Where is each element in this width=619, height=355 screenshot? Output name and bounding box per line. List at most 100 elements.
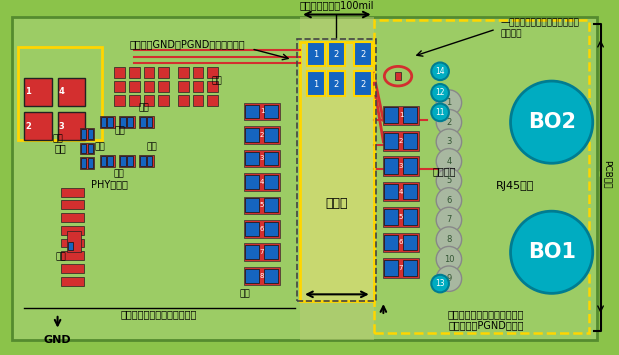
Text: 7: 7: [446, 215, 452, 224]
Bar: [300, 42, 374, 301]
Text: 电容: 电容: [146, 143, 157, 152]
Circle shape: [431, 84, 449, 102]
Text: 6: 6: [260, 226, 264, 232]
Bar: [108, 117, 113, 127]
Bar: [24, 113, 52, 140]
Bar: [120, 157, 126, 166]
Bar: [81, 144, 86, 153]
Bar: [140, 117, 145, 127]
Bar: [403, 209, 417, 225]
Bar: [144, 81, 154, 92]
Bar: [207, 81, 218, 92]
Bar: [120, 117, 126, 127]
Text: 此隔离区域大于100mil: 此隔离区域大于100mil: [299, 1, 374, 11]
Bar: [193, 81, 204, 92]
Bar: [245, 222, 259, 236]
Text: 1: 1: [313, 50, 319, 59]
Text: 3: 3: [260, 155, 264, 162]
Bar: [245, 149, 280, 167]
Bar: [354, 71, 371, 96]
Bar: [384, 260, 398, 276]
Bar: [115, 95, 125, 105]
Text: 用于连接GND和PGND的电阵及电容: 用于连接GND和PGND的电阵及电容: [130, 39, 246, 49]
Text: 电容: 电容: [212, 76, 222, 85]
Bar: [245, 175, 259, 189]
Text: 2: 2: [334, 80, 339, 88]
Bar: [147, 157, 152, 166]
Circle shape: [436, 207, 462, 233]
Text: 11: 11: [435, 108, 445, 117]
Bar: [88, 158, 93, 168]
Bar: [61, 188, 84, 197]
Text: 12: 12: [435, 88, 445, 97]
Bar: [245, 245, 259, 259]
Bar: [245, 197, 280, 214]
Bar: [115, 81, 125, 92]
Bar: [374, 20, 589, 333]
Text: 6: 6: [399, 240, 403, 246]
Circle shape: [511, 81, 593, 163]
Bar: [245, 198, 259, 212]
Text: 电容: 电容: [138, 103, 149, 113]
Text: 4: 4: [399, 189, 403, 195]
Circle shape: [436, 149, 462, 174]
Bar: [384, 108, 398, 123]
Text: 1: 1: [260, 108, 264, 114]
Bar: [68, 242, 73, 250]
Bar: [127, 117, 133, 127]
Bar: [61, 264, 84, 273]
Bar: [80, 157, 93, 169]
Bar: [158, 81, 169, 92]
Bar: [58, 78, 85, 105]
Bar: [383, 157, 418, 176]
Text: PCB边缘: PCB边缘: [603, 160, 612, 188]
Bar: [19, 47, 102, 140]
Text: 1: 1: [446, 98, 451, 107]
Bar: [129, 81, 140, 92]
Bar: [101, 157, 106, 166]
Bar: [307, 42, 324, 66]
Text: 1: 1: [399, 112, 403, 118]
Bar: [403, 260, 417, 276]
Bar: [327, 71, 345, 96]
Bar: [245, 173, 280, 191]
Text: 电容: 电容: [115, 126, 126, 135]
Circle shape: [436, 188, 462, 213]
Text: 5: 5: [446, 176, 451, 185]
Text: 13: 13: [435, 279, 445, 288]
Bar: [403, 133, 417, 149]
Bar: [245, 152, 259, 165]
Bar: [61, 239, 84, 247]
Bar: [264, 152, 278, 165]
Bar: [108, 157, 113, 166]
Bar: [193, 95, 204, 105]
Text: 4: 4: [446, 157, 451, 166]
Bar: [384, 184, 398, 200]
Bar: [403, 184, 417, 200]
Bar: [139, 155, 154, 167]
Bar: [264, 245, 278, 259]
Bar: [129, 67, 140, 78]
Bar: [61, 226, 84, 235]
Text: 1: 1: [313, 80, 319, 88]
Bar: [24, 78, 52, 105]
Bar: [158, 67, 169, 78]
Bar: [147, 117, 152, 127]
Circle shape: [431, 62, 449, 80]
Text: 2: 2: [399, 138, 403, 144]
Text: 3: 3: [399, 163, 403, 169]
Bar: [61, 277, 84, 285]
Bar: [383, 105, 418, 125]
Bar: [245, 103, 280, 120]
Text: 晶振: 晶振: [54, 143, 66, 153]
Bar: [264, 104, 278, 118]
Bar: [101, 117, 106, 127]
Text: 10: 10: [444, 255, 454, 264]
Bar: [383, 207, 418, 227]
Text: 6: 6: [446, 196, 452, 205]
Text: 电容: 电容: [52, 135, 63, 144]
Text: 电容: 电容: [94, 143, 105, 152]
Text: 2: 2: [25, 121, 31, 131]
Circle shape: [436, 168, 462, 193]
Circle shape: [436, 129, 462, 154]
